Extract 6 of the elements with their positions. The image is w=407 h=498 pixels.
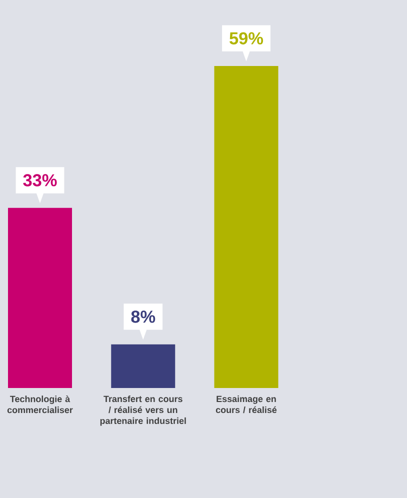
x-tick-label: Technologie à commercialiser: [7, 396, 73, 414]
data-label: 59%: [230, 32, 264, 44]
data-label: 8%: [131, 310, 156, 323]
x-tick-label: Transfert en cours / réalisé vers un partenaire industriel: [100, 396, 186, 426]
data-label: 33%: [23, 174, 57, 186]
x-tick-label: Essaimage en cours / réalisé: [216, 396, 277, 414]
